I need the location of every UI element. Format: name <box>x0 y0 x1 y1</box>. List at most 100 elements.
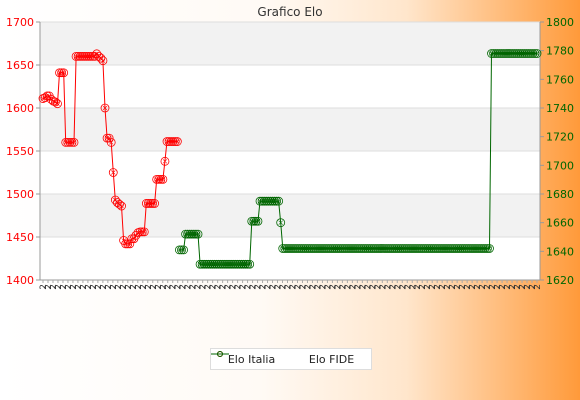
x-tick-label: 2 <box>54 284 64 290</box>
point-marker <box>133 228 143 238</box>
x-tick-label: 2 <box>503 284 513 290</box>
data-point <box>59 68 69 78</box>
data-point <box>274 196 284 206</box>
data-point <box>485 244 494 253</box>
x-tick-label: 2 <box>244 284 254 290</box>
point-cross <box>142 229 147 235</box>
x-tick-label: 2 <box>249 284 259 290</box>
y-left-tick-label: 1600 <box>6 102 34 115</box>
x-tick-label: 2 <box>94 284 104 290</box>
x-tick-labels: 2222222222222222222222222222222222222222… <box>39 280 543 290</box>
point-cross <box>534 51 540 56</box>
x-tick-label: 2 <box>79 284 89 290</box>
x-tick-label: 2 <box>288 284 298 290</box>
point-cross <box>59 70 64 75</box>
x-tick-label: 2 <box>134 284 144 290</box>
point-marker <box>53 99 62 109</box>
x-tick-label: 2 <box>473 284 483 290</box>
data-point <box>137 227 147 237</box>
data-point <box>67 137 77 147</box>
x-tick-label: 2 <box>383 284 393 290</box>
point-cross <box>133 233 139 238</box>
data-point <box>108 168 118 177</box>
x-tick-label: 2 <box>438 284 448 290</box>
x-tick-label: 2 <box>159 284 169 290</box>
point-cross <box>162 159 168 164</box>
x-tick-label: 2 <box>493 284 503 290</box>
point-cross <box>175 139 180 144</box>
point-marker <box>117 201 126 211</box>
point-cross <box>274 198 279 204</box>
y-right-tick-label: 1800 <box>546 16 574 29</box>
point-marker <box>193 229 203 239</box>
x-tick-label: 2 <box>39 284 49 290</box>
y-right-tick-label: 1660 <box>546 217 574 230</box>
point-marker <box>96 53 106 63</box>
point-cross <box>245 262 250 267</box>
data-point <box>53 99 62 109</box>
x-tick-label: 2 <box>219 284 229 290</box>
point-cross <box>532 51 538 56</box>
x-tick-label: 2 <box>448 284 458 290</box>
x-tick-label: 2 <box>353 284 363 290</box>
data-point <box>160 156 170 166</box>
data-point <box>179 245 188 255</box>
point-marker <box>253 216 263 226</box>
point-marker <box>530 49 540 58</box>
point-marker <box>160 156 170 166</box>
point-cross <box>195 231 201 237</box>
point-marker <box>57 68 67 78</box>
data-point <box>251 216 261 226</box>
x-tick-label: 2 <box>234 284 244 290</box>
x-tick-label: 2 <box>89 284 99 290</box>
data-point <box>156 174 166 184</box>
point-cross <box>179 247 184 253</box>
x-tick-label: 2 <box>403 284 413 290</box>
point-cross <box>90 54 95 59</box>
data-point <box>530 49 540 58</box>
x-tick-label: 2 <box>99 284 109 290</box>
data-point <box>117 201 126 211</box>
point-cross <box>104 135 110 141</box>
data-point <box>57 68 67 78</box>
x-tick-label: 2 <box>139 284 149 290</box>
x-tick-label: 2 <box>264 284 274 290</box>
y-right-tick-label: 1680 <box>546 188 574 201</box>
x-tick-label: 2 <box>488 284 498 290</box>
y-left-tick-label: 1400 <box>6 274 34 287</box>
point-marker <box>69 137 79 147</box>
point-cross <box>51 98 56 104</box>
y-left-tick-label: 1500 <box>6 188 34 201</box>
point-cross <box>485 246 490 251</box>
point-cross <box>253 219 259 224</box>
point-marker <box>67 137 77 147</box>
y-right-tick-label: 1620 <box>546 274 574 287</box>
point-marker <box>139 227 149 237</box>
legend-label-fide: Elo FIDE <box>308 352 355 366</box>
legend-entry-italia: Elo Italia <box>211 351 275 366</box>
point-marker <box>191 229 201 239</box>
grid-band <box>40 22 540 65</box>
point-marker <box>245 259 255 269</box>
x-tick-label: 2 <box>149 284 159 290</box>
point-marker <box>170 137 180 146</box>
point-marker <box>106 137 116 147</box>
x-tick-label: 2 <box>358 284 368 290</box>
x-tick-label: 2 <box>483 284 493 290</box>
point-cross <box>160 177 166 182</box>
x-tick-label: 2 <box>129 284 139 290</box>
x-tick-label: 2 <box>119 284 129 290</box>
point-cross <box>487 246 492 251</box>
x-tick-label: 2 <box>323 284 333 290</box>
point-cross <box>276 198 281 204</box>
x-tick-label: 2 <box>174 284 184 290</box>
point-marker <box>485 244 494 253</box>
x-tick-label: 2 <box>214 284 224 290</box>
x-tick-label: 2 <box>498 284 508 290</box>
point-marker <box>274 196 284 206</box>
x-tick-label: 2 <box>388 284 398 290</box>
x-tick-label: 2 <box>373 284 383 290</box>
x-tick-label: 2 <box>463 284 473 290</box>
x-tick-label: 2 <box>204 284 214 290</box>
